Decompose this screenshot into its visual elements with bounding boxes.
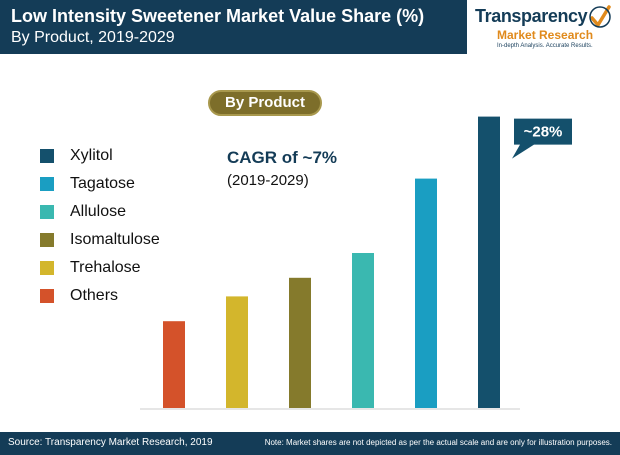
legend-item: Trehalose (40, 258, 240, 278)
legend-label: Others (70, 287, 119, 304)
value-callout: ~28% (512, 118, 572, 159)
logo-subname: Market Research (497, 28, 594, 42)
legend-swatch (40, 261, 54, 275)
bar-allulose (352, 253, 374, 408)
cagr-label: CAGR of ~7% (227, 148, 338, 167)
legend-item: Isomaltulose (40, 230, 240, 250)
callout-text: ~28% (524, 124, 563, 141)
bar-tagatose (415, 178, 437, 408)
legend-label: Trehalose (70, 259, 141, 276)
logo-tagline: In-depth Analysis. Accurate Results. (497, 43, 593, 49)
legend-label: Tagatose (70, 175, 135, 192)
title-banner: Low Intensity Sweetener Market Value Sha… (0, 0, 467, 54)
legend-item: Tagatose (40, 174, 240, 194)
legend-swatch (40, 289, 54, 303)
bar-xylitol (478, 116, 500, 408)
legend-item: Allulose (40, 202, 240, 222)
chart-subtitle: By Product, 2019-2029 (11, 29, 175, 46)
legend-label: Isomaltulose (70, 231, 160, 248)
bar-trehalose (226, 296, 248, 408)
chart-title: Low Intensity Sweetener Market Value Sha… (11, 6, 425, 26)
legend-label: Allulose (70, 203, 127, 220)
source-text: Source: Transparency Market Research, 20… (8, 437, 213, 448)
callout-bubble (512, 118, 572, 159)
note-text: Note: Market shares are not depicted as … (264, 438, 612, 447)
logo-name: Transparency (475, 6, 588, 26)
cagr-period: (2019-2029) (227, 172, 309, 189)
chart-baseline (140, 408, 520, 410)
legend-swatch (40, 177, 54, 191)
segment-label: By Product (208, 90, 322, 116)
legend-swatch (40, 149, 54, 163)
legend-item: Xylitol (40, 146, 240, 166)
bar-isomaltulose (289, 277, 311, 408)
company-logo: Transparency Market Research In-depth An… (475, 5, 615, 56)
legend-label: Xylitol (70, 147, 113, 164)
checkmark-icon (589, 5, 611, 28)
legend-item: Others (40, 286, 240, 306)
legend-swatch (40, 205, 54, 219)
bar-others (163, 321, 185, 408)
footer-bar: Source: Transparency Market Research, 20… (0, 432, 620, 455)
legend-swatch (40, 233, 54, 247)
